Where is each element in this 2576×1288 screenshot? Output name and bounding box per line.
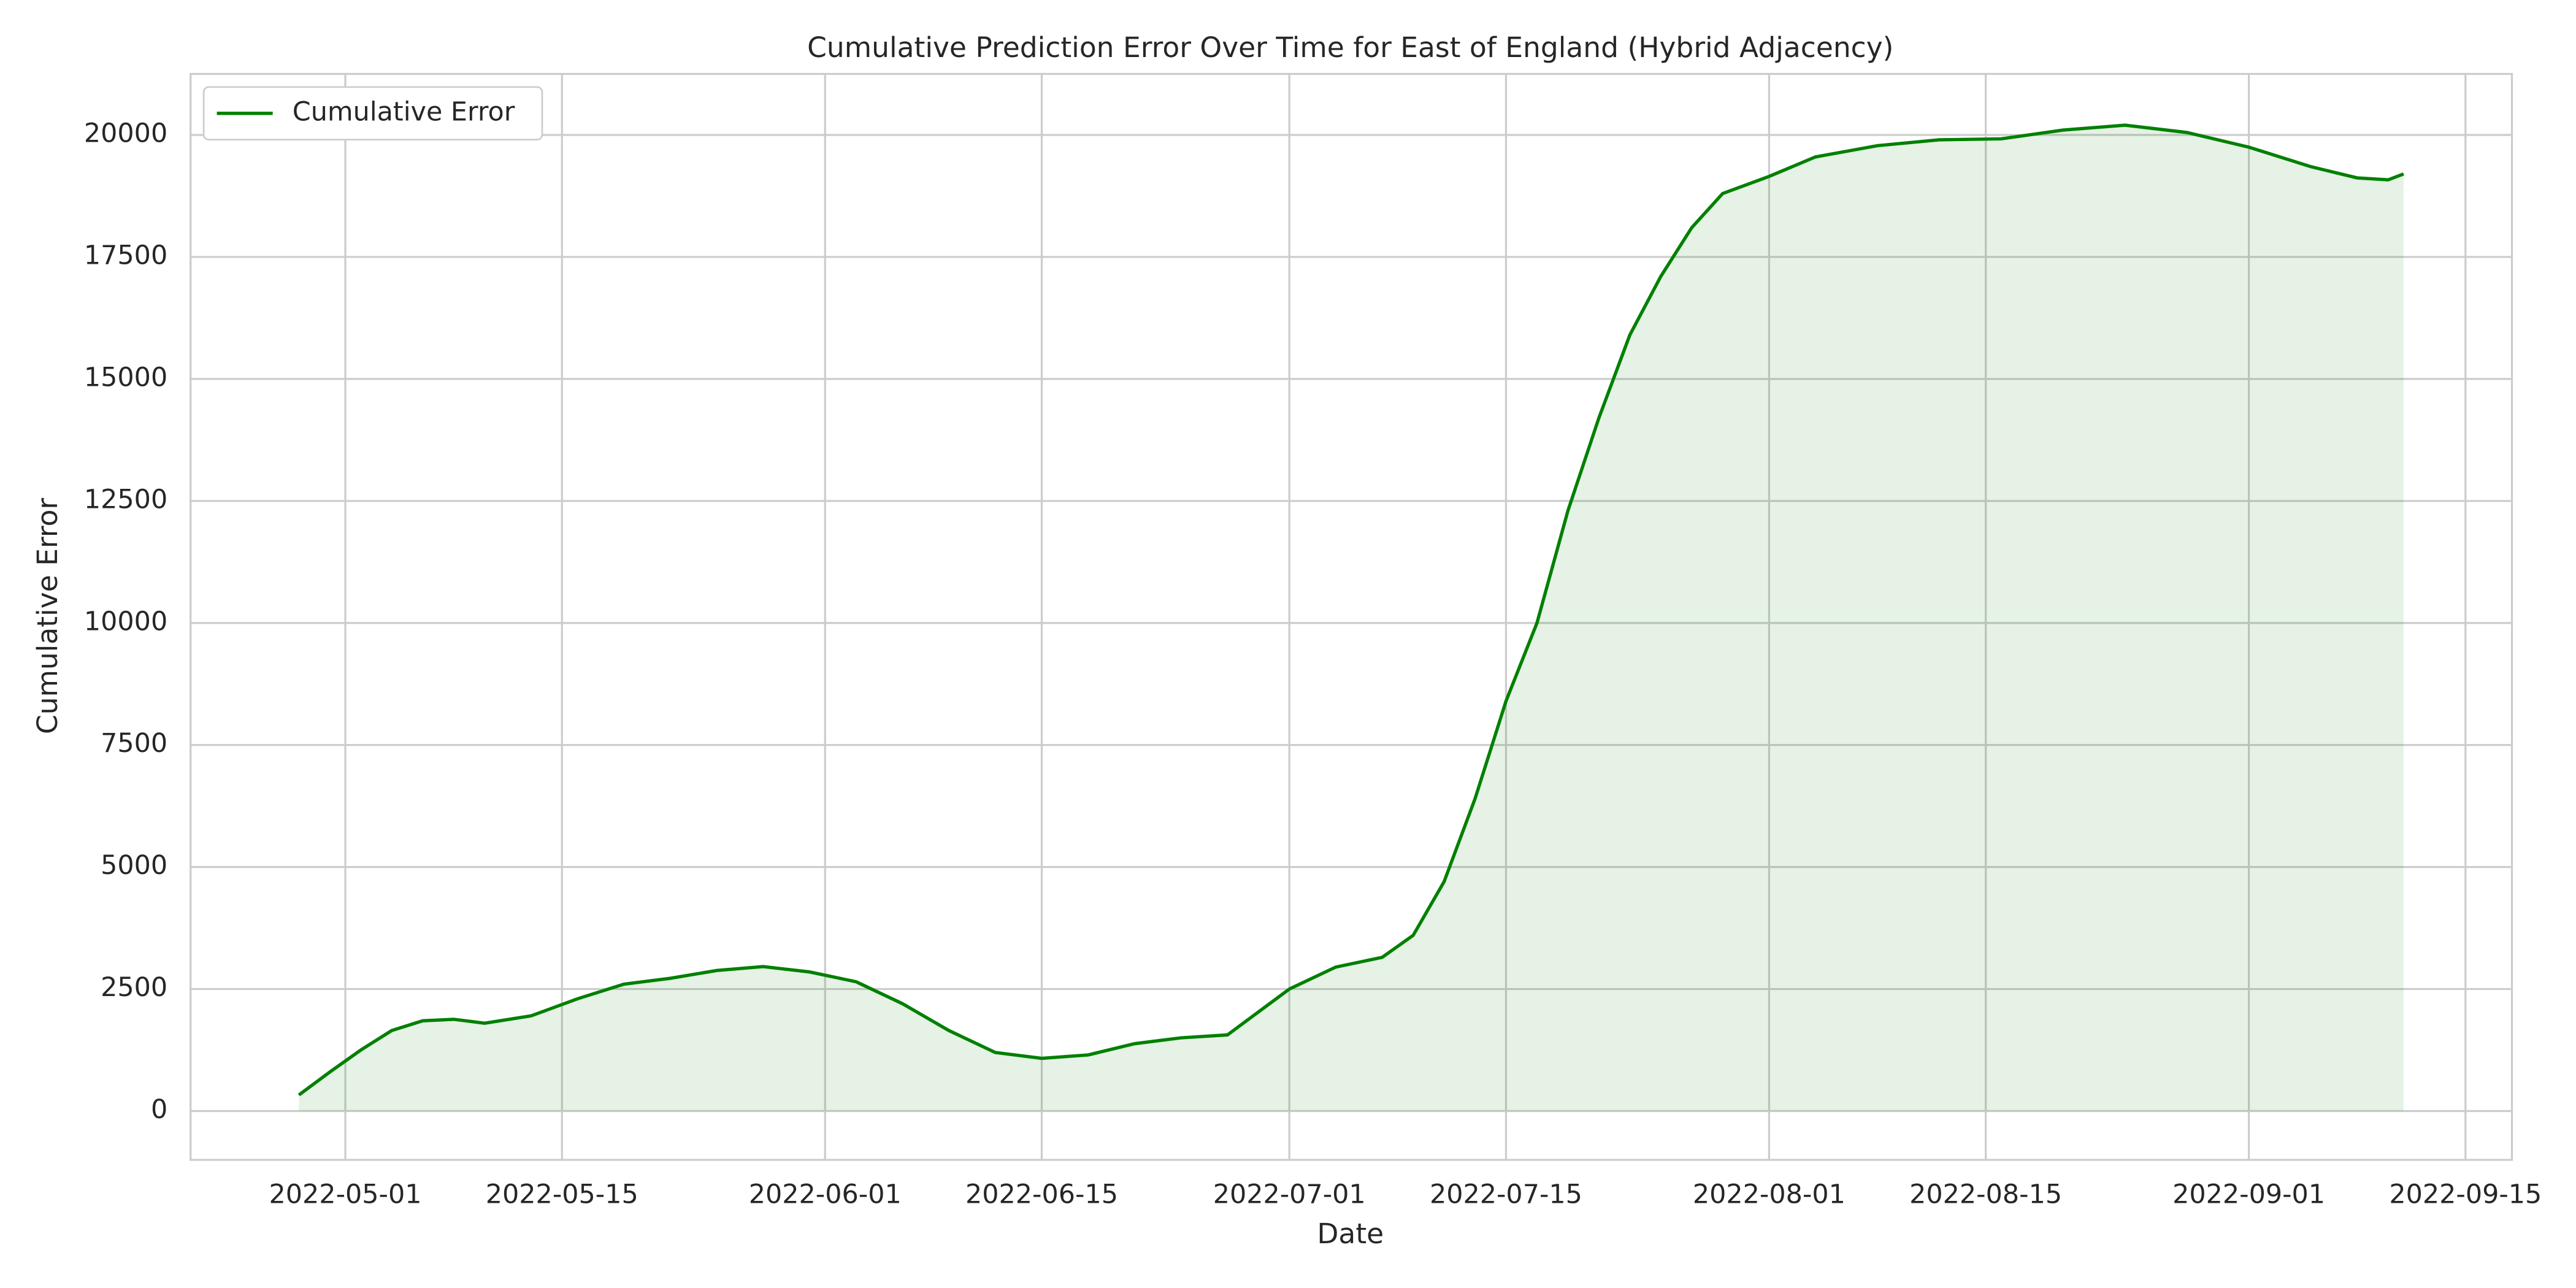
x-tick-label: 2022-08-01 [1693, 1179, 1846, 1210]
legend-box [202, 86, 543, 141]
line [297, 123, 2404, 1097]
y-axis-label: Cumulative Error [31, 498, 64, 734]
plot-area [190, 72, 2513, 1161]
x-tick-label: 2022-06-01 [749, 1179, 902, 1210]
x-axis-label: Date [1317, 1217, 1384, 1250]
x-tick-label: 2022-06-15 [965, 1179, 1118, 1210]
x-tick-label: 2022-05-15 [486, 1179, 638, 1210]
chart-title: Cumulative Prediction Error Over Time fo… [807, 31, 1893, 64]
y-tick-label: 2500 [101, 972, 167, 1003]
x-tick-label: 2022-09-15 [2389, 1179, 2542, 1210]
x-tick-label: 2022-07-15 [1430, 1179, 1582, 1210]
legend: Cumulative Error [202, 86, 543, 141]
y-tick-label: 12500 [84, 484, 167, 515]
y-tick-label: 0 [151, 1094, 167, 1125]
y-tick-label: 15000 [84, 362, 167, 393]
x-tick-label: 2022-05-01 [269, 1179, 422, 1210]
x-tick-label: 2022-08-15 [1909, 1179, 2062, 1210]
area [299, 125, 2404, 1111]
grid [190, 74, 2512, 1160]
y-tick-label: 5000 [101, 850, 167, 881]
x-tick-label: 2022-07-01 [1213, 1179, 1366, 1210]
legend-label: Cumulative Error [293, 96, 515, 127]
y-tick-label: 17500 [84, 240, 167, 270]
y-tick-label: 7500 [101, 728, 167, 759]
x-tick-label: 2022-09-01 [2172, 1179, 2325, 1210]
y-tick-label: 10000 [84, 606, 167, 637]
y-tick-label: 20000 [84, 118, 167, 149]
